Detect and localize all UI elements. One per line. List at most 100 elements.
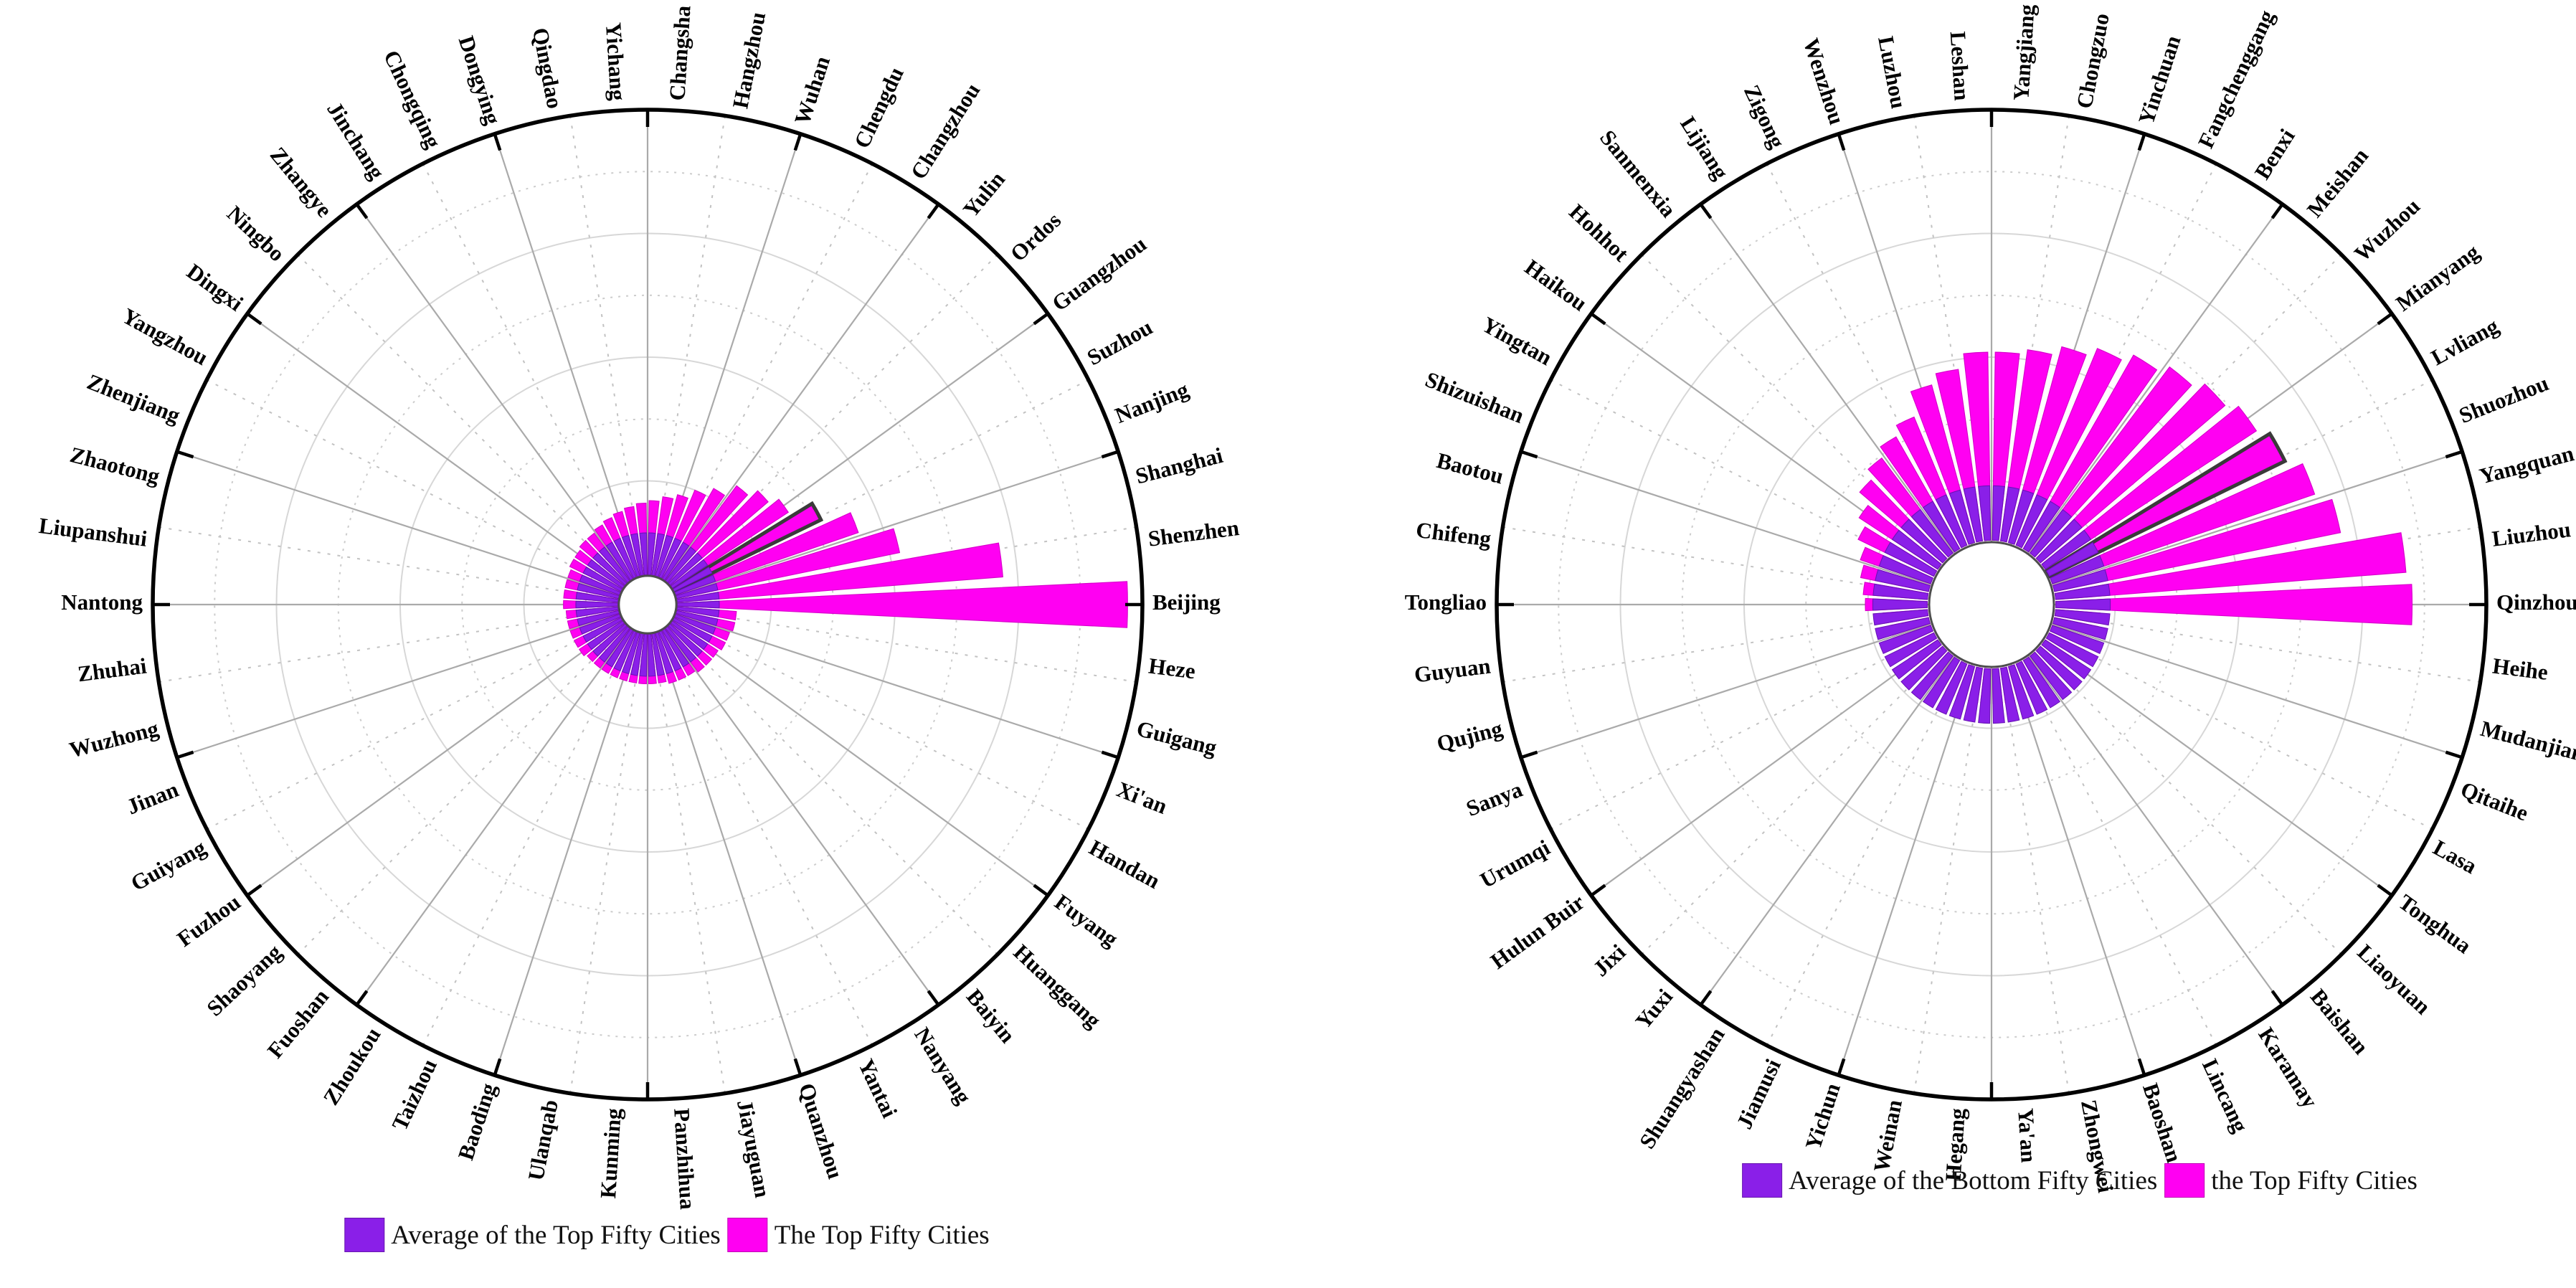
city-bar-heihe (2054, 609, 2101, 624)
average-bar (639, 532, 648, 576)
city-bar-baoshan (2007, 664, 2027, 701)
city-bar-ulanqab (628, 633, 644, 683)
city-label-fuyang: Fuyang (1050, 889, 1123, 952)
city-bar-qinzhou (2055, 584, 2413, 625)
city-label-hangzhou: Hangzhou (727, 10, 770, 110)
city-label-zhenjiang: Zhenjiang (84, 369, 184, 428)
city-label-shuangyashan: Shuangyashan (1634, 1023, 1730, 1153)
city-label-heihe: Heihe (2491, 653, 2549, 685)
city-label-sanya: Sanya (1462, 777, 1526, 822)
city-bar-yinchuan (2007, 346, 2087, 545)
city-bar-shanghai (675, 528, 901, 600)
average-bar (621, 632, 640, 675)
city-bar-jinan (569, 613, 622, 639)
city-bar-lvliang (2044, 431, 2288, 579)
city-label-mudanjiang: Mudanjiang (2478, 716, 2576, 770)
average-bar (676, 592, 720, 603)
city-label-huanggang: Huanggang (1009, 939, 1107, 1033)
city-label-ordos: Ordos (1005, 207, 1066, 266)
average-bar (1875, 569, 1931, 592)
average-bar (665, 546, 697, 584)
city-label-ulanqab: Ulanqab (523, 1098, 563, 1183)
city-bar-nantong (563, 600, 619, 610)
average-bar (670, 559, 709, 589)
average-bar (1872, 598, 1928, 611)
grid-radials (1497, 110, 2486, 1099)
city-label-yantai: Yantai (853, 1055, 903, 1122)
city-label-jixi: Jixi (1588, 939, 1630, 981)
cities-legend-swatch (2164, 1163, 2205, 1198)
city-label-yichun: Yichun (1800, 1080, 1845, 1152)
city-bar-chongzuo (1999, 349, 2052, 543)
average-bar (2055, 598, 2111, 611)
city-bars (563, 485, 1128, 684)
city-bar-hangzhou (651, 496, 674, 577)
average-bar (2052, 617, 2108, 640)
city-bar-yangjiang (1992, 351, 2020, 541)
average-bar (2030, 508, 2073, 558)
average-bar (1935, 660, 1968, 715)
average-bar (655, 534, 674, 577)
city-label-zhangye: Zhangye (265, 142, 338, 222)
city-bar-baiyin (664, 625, 705, 673)
average-bar (2045, 632, 2099, 668)
average-bar (598, 625, 630, 663)
city-label-guangzhou: Guangzhou (1047, 231, 1151, 316)
grid-rings (214, 171, 1081, 1038)
city-bars (1857, 346, 2413, 704)
average-bar (675, 610, 719, 627)
city-bar-fuzhou (578, 620, 625, 657)
legend-label: Average of the Top Fifty Cities (391, 1220, 721, 1250)
city-label-chongqing: Chongqing (379, 47, 446, 153)
city-label-mianyang: Mianyang (2391, 239, 2484, 316)
average-bar (2054, 609, 2111, 626)
average-bar (2050, 555, 2105, 584)
city-bar-chengdu (658, 489, 706, 579)
average-bar (579, 613, 621, 635)
average-bar (648, 633, 656, 677)
average-bar (661, 541, 690, 581)
city-label-fuoshan: Fuoshan (262, 984, 333, 1063)
city-bar-taizhou (610, 630, 637, 678)
city-bar-sanya (1893, 625, 1934, 648)
average-bar (592, 552, 628, 586)
average-bar (587, 559, 625, 589)
city-bar-shenzhen (676, 542, 1003, 603)
city-bar-lasa (2045, 632, 2085, 660)
city-label-shuozhou: Shuozhou (2456, 370, 2552, 428)
average-bar (1999, 666, 2020, 723)
city-bar-changzhou (661, 488, 726, 581)
city-label-guiyang: Guiyang (126, 835, 210, 896)
average-bar (676, 606, 720, 617)
legend-label: The Top Fifty Cities (774, 1220, 990, 1250)
city-labels: Beijing Shenzhen Shanghai Nanjing SuzhouGuan… (37, 4, 1240, 1211)
city-label-liuzhou: Liuzhou (2491, 516, 2572, 551)
average-bar (1884, 541, 1938, 577)
average-bar (2015, 494, 2048, 549)
legend-item: Average of the Top Fifty Cities (344, 1218, 721, 1252)
city-label-changzhou: Changzhou (906, 78, 985, 184)
city-label-dongying: Dongying (454, 33, 506, 128)
average-bar (668, 623, 703, 657)
average-bar (575, 606, 619, 617)
cities-legend-swatch (727, 1218, 768, 1252)
city-bar-tonghua (2041, 639, 2075, 668)
city-bar-wenzhou (1910, 384, 1976, 545)
average-bar (1910, 651, 1954, 701)
average-bar (1948, 489, 1976, 545)
average-bar (1891, 639, 1942, 680)
city-label-chengdu: Chengdu (849, 63, 909, 152)
city-bar-chifeng (1862, 582, 1929, 600)
average-legend-swatch (1742, 1163, 1783, 1198)
city-label-wuzhong: Wuzhong (67, 716, 161, 763)
average-bar (2045, 541, 2099, 577)
city-label-fuzhou: Fuzhou (172, 889, 245, 952)
average-bar (1910, 508, 1954, 558)
city-bar-mudanjiang (2052, 617, 2099, 638)
average-bar (676, 600, 720, 609)
city-bar-handan (672, 617, 726, 651)
city-label-baishan: Baishan (2306, 984, 2374, 1059)
city-bar-liaoyuan (2035, 645, 2068, 677)
city-bar-haikou (1858, 504, 1942, 570)
